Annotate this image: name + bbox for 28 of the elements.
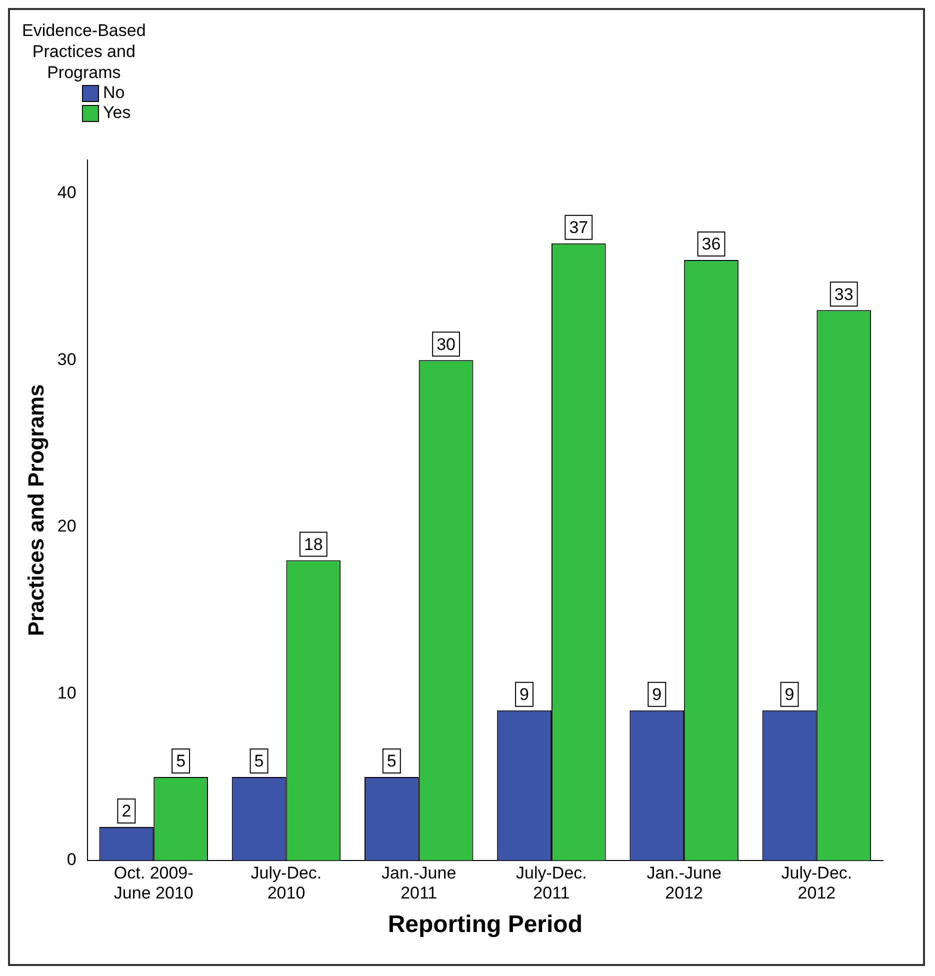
- x-tick-label: July-Dec. 2010: [250, 863, 322, 903]
- x-tick-label: July-Dec. 2012: [781, 863, 852, 903]
- legend-title: Evidence-Based Practices and Programs: [22, 20, 146, 83]
- y-axis-title: Practices and Programs: [23, 384, 48, 636]
- data-label: 9: [652, 685, 662, 704]
- data-label: 5: [386, 752, 396, 771]
- legend-label: No: [103, 83, 125, 103]
- y-tick-label: 0: [66, 850, 76, 870]
- y-tick-label: 10: [57, 683, 76, 702]
- data-label: 18: [304, 534, 323, 554]
- x-axis-title: Reporting Period: [388, 911, 582, 938]
- data-label: 37: [569, 218, 588, 238]
- y-tick-label: 40: [57, 183, 76, 202]
- data-label: 9: [784, 685, 794, 704]
- x-tick-label: Jan.-June 2011: [382, 863, 456, 903]
- data-label: 5: [176, 752, 186, 771]
- data-label: 2: [122, 802, 132, 821]
- x-tick-label: Oct. 2009- June 2010: [114, 863, 194, 903]
- legend-label: Yes: [103, 103, 131, 123]
- data-label: 30: [436, 334, 456, 354]
- data-label: 9: [520, 685, 530, 704]
- data-label: 36: [702, 234, 721, 254]
- x-tick-label: July-Dec. 2011: [516, 863, 587, 903]
- y-tick-label: 20: [57, 516, 76, 536]
- x-tick-label: Jan.-June 2012: [646, 863, 722, 903]
- data-label: 33: [834, 284, 854, 304]
- y-tick-label: 30: [57, 350, 76, 369]
- data-label: 5: [254, 752, 264, 771]
